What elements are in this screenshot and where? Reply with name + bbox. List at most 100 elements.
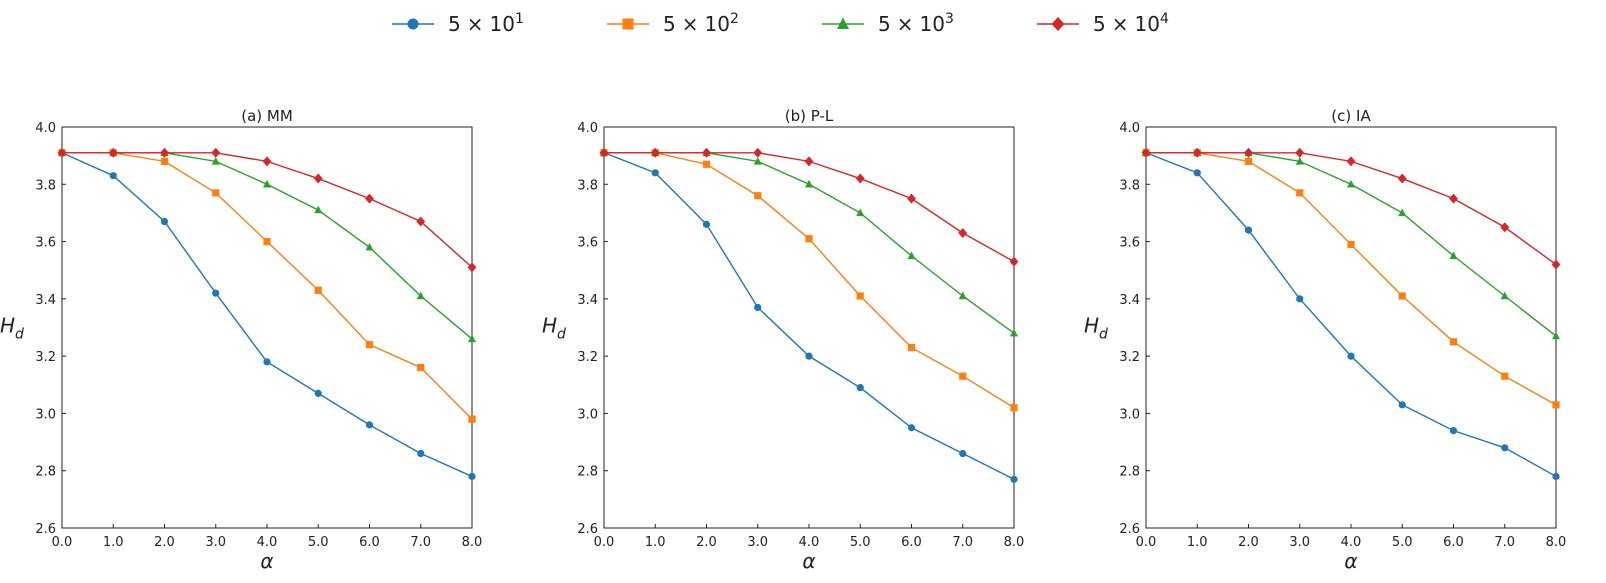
x-tick-label: 2.0 — [1238, 535, 1259, 550]
legend-marker — [837, 17, 849, 29]
x-tick-label: 5.0 — [1392, 535, 1413, 550]
data-point — [754, 192, 762, 200]
data-point — [1551, 259, 1561, 270]
y-tick-label: 3.2 — [35, 350, 56, 365]
data-point — [468, 472, 476, 481]
legend-marker — [407, 18, 419, 30]
y-tick-label: 3.8 — [1119, 178, 1140, 193]
data-point — [416, 216, 426, 227]
data-point — [1500, 291, 1509, 300]
x-axis-label: α — [802, 549, 815, 573]
data-point — [907, 251, 916, 260]
legend-marker — [622, 18, 634, 30]
data-point — [365, 242, 374, 251]
legend-item: 5 × 103 — [822, 11, 954, 36]
y-tick-label: 2.6 — [35, 522, 56, 537]
data-point — [1398, 292, 1406, 300]
data-point — [468, 334, 476, 343]
y-tick-label: 3.0 — [1119, 407, 1140, 422]
data-point — [753, 147, 763, 158]
data-point — [855, 173, 865, 184]
y-tick-label: 3.8 — [577, 178, 598, 193]
data-point — [907, 193, 916, 204]
data-point — [856, 384, 864, 392]
legend-item: 5 × 102 — [607, 11, 739, 36]
data-point — [365, 341, 374, 349]
data-point — [160, 157, 169, 165]
y-tick-label: 3.6 — [35, 236, 56, 251]
data-point — [417, 449, 425, 458]
data-point — [1500, 222, 1510, 233]
legend-base: 10 — [705, 12, 730, 36]
legend-base: 10 — [1135, 12, 1160, 36]
legend-marker-triangle — [837, 17, 849, 29]
data-point — [1009, 256, 1019, 267]
data-point — [1552, 331, 1560, 340]
data-point — [1501, 372, 1509, 380]
legend-label: 5 × 102 — [663, 11, 739, 36]
y-tick-label: 2.6 — [577, 522, 598, 537]
data-point — [1397, 173, 1407, 184]
legend-marker-square — [622, 18, 634, 30]
data-point — [313, 173, 323, 184]
data-point — [1244, 147, 1253, 158]
data-point — [57, 147, 67, 158]
legend: 5 × 101 5 × 102 5 × 103 5 × 104 — [392, 11, 1169, 36]
data-point — [314, 389, 322, 397]
data-point — [1346, 156, 1356, 167]
x-tick-label: 8.0 — [1004, 535, 1025, 550]
data-point — [651, 169, 659, 177]
data-point — [805, 179, 813, 188]
series — [600, 148, 1018, 337]
series — [1142, 149, 1560, 409]
x-tick-label: 8.0 — [1546, 535, 1567, 550]
data-point — [805, 235, 813, 243]
x-tick-label: 4.0 — [1341, 535, 1362, 550]
legend-item: 5 × 101 — [392, 11, 524, 36]
series — [58, 149, 476, 481]
chart-panel: (a) MM 0.0 1.0 2.0 3.0 4.0 5.0 6.0 7.0 8.0 2.6 2.8 3… — [0, 107, 482, 573]
series-line — [1145, 152, 1557, 478]
series-line — [604, 152, 1015, 334]
x-tick-label: 7.0 — [952, 535, 973, 550]
data-point — [702, 147, 711, 158]
data-point — [959, 372, 967, 380]
y-tick-label: 3.2 — [1119, 350, 1140, 365]
x-tick-label: 4.0 — [799, 535, 820, 550]
data-point — [1347, 179, 1355, 188]
legend-label: 5 × 103 — [878, 11, 954, 36]
data-point — [1347, 240, 1355, 249]
series — [600, 149, 1018, 483]
data-point — [753, 156, 762, 165]
data-point — [1193, 169, 1201, 177]
data-point — [212, 189, 220, 197]
legend-label: 5 × 101 — [448, 11, 524, 36]
x-tick-label: 0.0 — [52, 535, 73, 550]
data-point — [263, 179, 271, 188]
y-axis-label: Hd — [0, 314, 24, 343]
y-axis-label-sub: d — [1099, 327, 1108, 343]
legend-times: × — [1112, 12, 1129, 36]
panel-title: (c) IA — [1331, 107, 1371, 125]
data-point — [1398, 401, 1406, 409]
x-tick-label: 1.0 — [645, 535, 666, 550]
x-tick-label: 7.0 — [410, 535, 431, 550]
data-point — [856, 292, 864, 300]
legend-mantissa: 5 — [448, 12, 461, 36]
data-point — [1244, 157, 1253, 165]
x-tick-label: 4.0 — [257, 535, 278, 550]
legend-exponent: 4 — [1160, 11, 1169, 27]
series-line — [61, 152, 473, 478]
data-point — [754, 303, 762, 312]
data-point — [1501, 444, 1509, 452]
y-tick-label: 3.4 — [577, 293, 598, 308]
data-point — [958, 227, 968, 238]
panel-title: (a) MM — [241, 107, 293, 125]
x-tick-label: 1.0 — [1187, 535, 1208, 550]
data-point — [211, 147, 221, 158]
x-axis-label: α — [260, 549, 273, 573]
y-axis-label: Hd — [542, 314, 566, 343]
y-tick-label: 3.4 — [1119, 293, 1140, 308]
y-tick-label: 4.0 — [577, 121, 598, 136]
data-point — [160, 147, 169, 158]
